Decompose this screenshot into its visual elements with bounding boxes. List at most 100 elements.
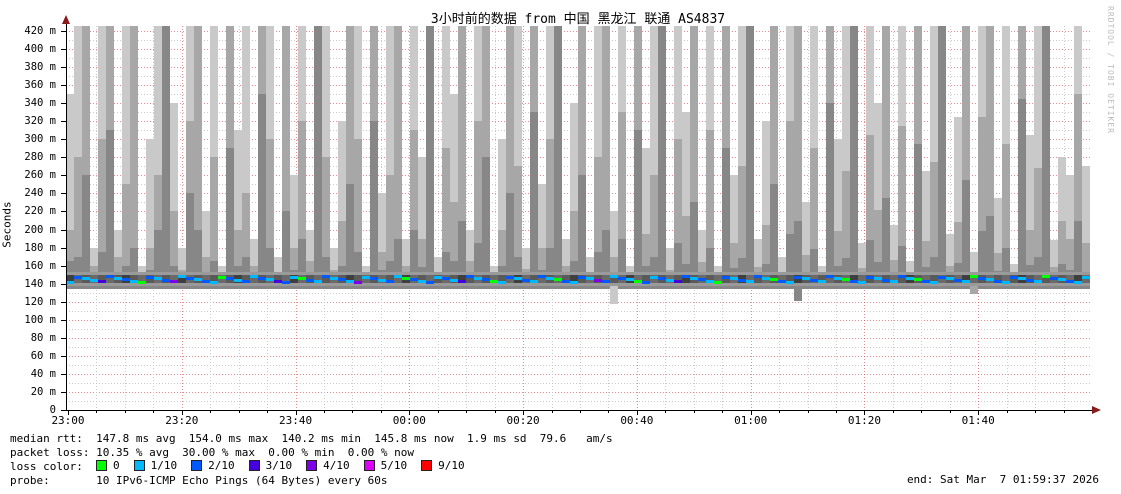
gridline-h-minor <box>66 364 1090 366</box>
y-tick-label: 280 m <box>24 151 56 164</box>
smoke-band-core <box>746 274 754 283</box>
y-tick-label: 160 m <box>24 259 56 272</box>
x-tick-mark <box>181 411 183 415</box>
smoke-column <box>130 247 138 290</box>
smoke-column <box>698 229 706 288</box>
smoke-column <box>394 238 402 290</box>
smoke-band-core <box>682 274 690 283</box>
smoke-column <box>186 193 194 290</box>
median-segment <box>906 276 914 280</box>
loss-color-value: 1/10 <box>150 459 178 472</box>
x-tick-mark <box>665 411 667 413</box>
median-segment <box>90 278 98 282</box>
median-segment <box>1034 280 1042 284</box>
smoke-column <box>682 112 690 288</box>
smoke-column <box>1034 26 1042 288</box>
smoke-band-core <box>1034 274 1042 283</box>
smoke-column <box>338 121 346 288</box>
median-segment <box>578 275 586 279</box>
median-segment <box>922 279 930 283</box>
median-segment <box>714 281 722 285</box>
smoke-column <box>418 238 426 289</box>
smoke-column <box>810 249 818 290</box>
median-segment <box>698 278 706 282</box>
median-segment <box>874 277 882 281</box>
end-timestamp: end: Sat Mar 7 01:59:37 2026 <box>906 473 1099 486</box>
y-tick-label: 260 m <box>24 169 56 182</box>
smoke-column <box>922 170 930 288</box>
smoke-band-core <box>530 274 538 283</box>
median-segment <box>186 276 194 280</box>
smoke-column <box>650 175 658 289</box>
x-tick-mark <box>68 411 69 415</box>
median-segment <box>802 277 810 281</box>
smoke-column <box>282 211 290 290</box>
loss-color-value: 2/10 <box>208 459 235 472</box>
x-tick-mark <box>978 411 980 415</box>
median-segment <box>242 280 250 284</box>
median-segment <box>786 281 794 285</box>
x-tick-mark <box>352 411 354 413</box>
median-segment <box>114 276 122 280</box>
median-segment <box>226 277 234 281</box>
median-segment <box>154 277 162 281</box>
median-segment <box>514 277 522 281</box>
x-tick-mark <box>238 411 240 413</box>
smoke-column <box>514 166 522 289</box>
smoke-band-core <box>818 274 826 283</box>
median-segment <box>898 275 906 279</box>
y-axis-arrow-icon <box>62 15 70 24</box>
smoke-column <box>82 26 90 289</box>
y-tick-mark <box>61 247 66 249</box>
median-segment <box>538 275 546 279</box>
median-segment <box>234 278 242 282</box>
legend-probe: probe: 10 IPv6-ICMP Echo Pings (64 Bytes… <box>10 474 388 487</box>
gridline-v-minor <box>437 26 439 410</box>
smoke-column <box>266 247 274 290</box>
y-tick-label: 180 m <box>24 241 56 254</box>
median-segment <box>362 275 370 279</box>
y-tick-mark <box>61 229 66 231</box>
smoke-column <box>682 215 690 289</box>
median-segment <box>858 281 866 285</box>
gridline-v-minor <box>466 26 468 410</box>
smoke-band-core <box>1066 274 1074 283</box>
smoke-column <box>1058 220 1066 289</box>
median-segment <box>762 276 770 280</box>
median-segment <box>530 280 538 284</box>
smoke-column <box>610 211 618 288</box>
smoke-column <box>658 26 666 290</box>
smoke-band-core <box>994 274 1002 283</box>
median-segment <box>706 279 714 283</box>
x-tick-mark <box>267 411 269 413</box>
y-tick-mark <box>61 121 66 123</box>
smoke-band-core <box>138 274 146 283</box>
smoke-column <box>346 184 354 290</box>
smoke-column <box>514 26 522 288</box>
smoke-column <box>730 175 738 288</box>
smoke-band-core <box>538 274 546 283</box>
y-tick-mark <box>61 283 66 285</box>
median-segment <box>450 278 458 282</box>
smoke-column <box>858 243 866 288</box>
loss-color-value: 0 <box>113 459 120 472</box>
x-tick-label: 01:00 <box>734 414 768 427</box>
smoke-column <box>570 211 578 289</box>
legend-loss-color-label: loss color: <box>10 460 83 473</box>
median-segment <box>914 278 922 282</box>
median-segment <box>770 278 778 282</box>
smoke-column <box>754 238 762 288</box>
smoke-column <box>834 231 842 289</box>
median-segment <box>138 281 146 285</box>
x-tick-mark <box>210 411 212 413</box>
loss-color-value: 5/10 <box>380 459 408 472</box>
smoke-band-core <box>306 274 314 283</box>
median-segment <box>354 281 362 285</box>
loss-color-value: 3/10 <box>265 459 293 472</box>
x-tick-mark <box>836 411 837 413</box>
smoke-column <box>106 130 114 290</box>
smoke-column <box>66 94 74 288</box>
gridline-v-minor <box>949 26 951 410</box>
x-tick-mark <box>466 411 468 413</box>
smoke-column <box>346 26 354 289</box>
